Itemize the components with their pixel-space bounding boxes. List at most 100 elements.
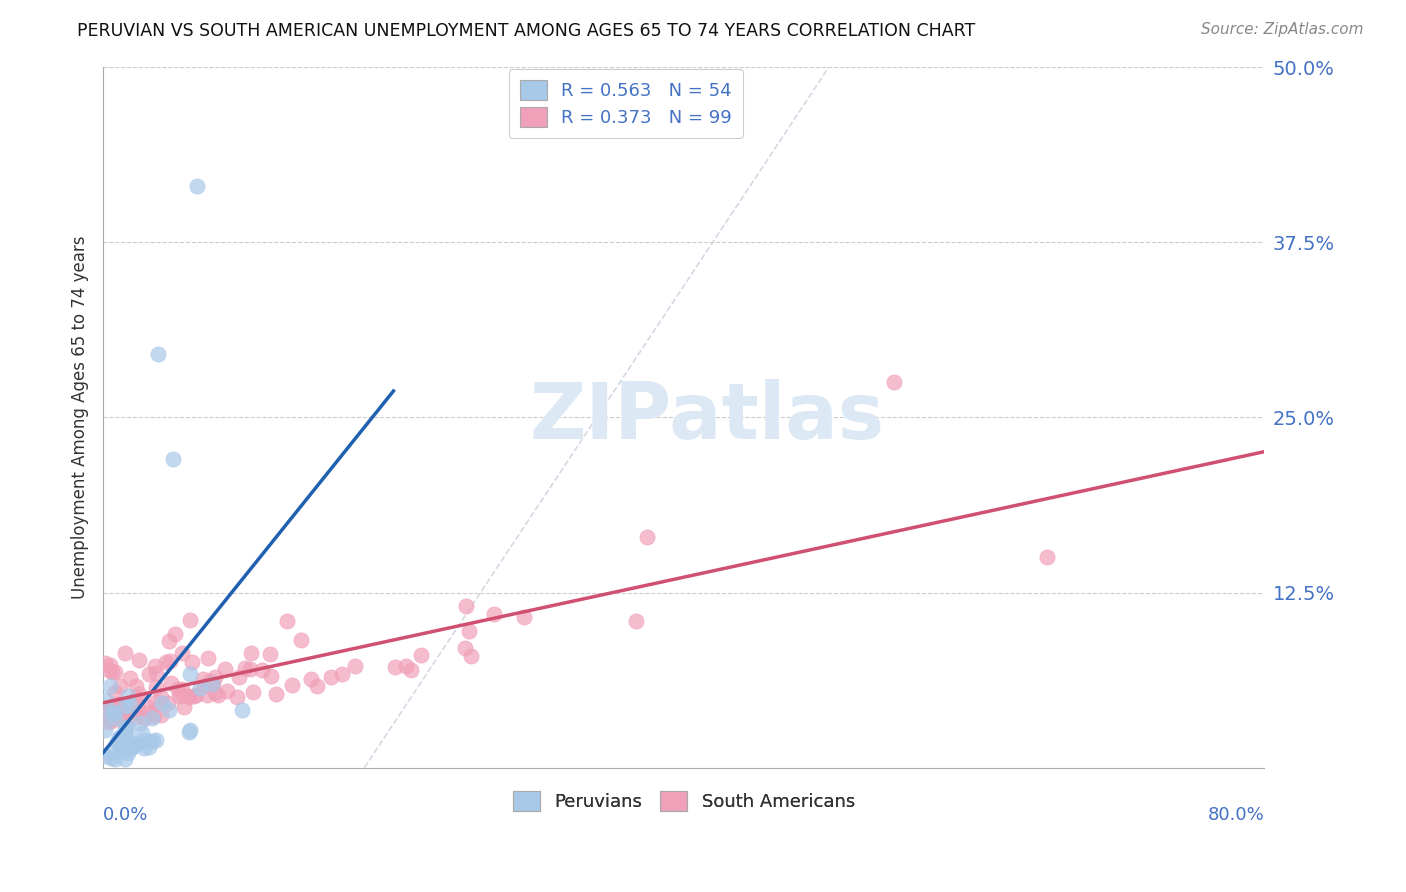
Point xyxy=(117,746,139,760)
Point xyxy=(460,649,482,664)
Y-axis label: Unemployment Among Ages 65 to 74 years: Unemployment Among Ages 65 to 74 years xyxy=(72,235,89,599)
Point xyxy=(250,663,273,677)
Point xyxy=(157,634,180,648)
Point xyxy=(167,681,190,696)
Point xyxy=(201,677,224,691)
Point xyxy=(193,672,215,686)
Point xyxy=(98,658,121,673)
Point xyxy=(159,655,181,669)
Point xyxy=(114,646,136,660)
Point xyxy=(143,658,166,673)
Point xyxy=(100,665,122,680)
Point xyxy=(148,347,170,361)
Point xyxy=(103,699,125,714)
Point xyxy=(120,741,142,756)
Point xyxy=(177,690,200,704)
Point xyxy=(264,688,287,702)
Point xyxy=(132,733,155,747)
Point xyxy=(198,674,221,689)
Point xyxy=(100,714,122,729)
Point xyxy=(482,607,505,621)
Point xyxy=(93,723,115,738)
Point xyxy=(110,707,132,722)
Point xyxy=(124,705,146,719)
Point xyxy=(193,679,215,693)
Point xyxy=(276,614,298,628)
Point xyxy=(239,662,262,676)
Text: 80.0%: 80.0% xyxy=(1208,806,1264,824)
Point xyxy=(160,676,183,690)
Point xyxy=(134,711,156,725)
Point xyxy=(454,641,477,656)
Point xyxy=(204,670,226,684)
Point xyxy=(183,690,205,704)
Point xyxy=(636,529,658,543)
Point xyxy=(179,614,201,628)
Point xyxy=(179,667,201,681)
Text: ZIPatlas: ZIPatlas xyxy=(530,379,884,456)
Point xyxy=(150,707,173,722)
Point xyxy=(121,739,143,754)
Point xyxy=(118,737,141,751)
Point xyxy=(226,690,249,704)
Point xyxy=(115,726,138,740)
Point xyxy=(124,690,146,705)
Point xyxy=(136,700,159,714)
Point xyxy=(150,696,173,710)
Point xyxy=(142,733,165,747)
Point xyxy=(228,669,250,683)
Point xyxy=(231,703,253,717)
Point xyxy=(114,751,136,765)
Point xyxy=(125,737,148,751)
Point xyxy=(103,706,125,720)
Point xyxy=(104,711,127,725)
Point xyxy=(97,708,120,723)
Point xyxy=(101,705,124,719)
Point xyxy=(105,735,128,749)
Point xyxy=(97,714,120,729)
Point xyxy=(104,752,127,766)
Point xyxy=(93,656,115,670)
Point xyxy=(290,632,312,647)
Point xyxy=(215,683,238,698)
Point xyxy=(259,647,281,661)
Point xyxy=(344,659,367,673)
Point xyxy=(108,731,131,745)
Point xyxy=(128,652,150,666)
Point xyxy=(197,651,219,665)
Point xyxy=(112,741,135,756)
Point xyxy=(114,698,136,713)
Point xyxy=(157,696,180,710)
Point xyxy=(259,669,281,683)
Point xyxy=(139,706,162,720)
Point xyxy=(179,723,201,738)
Point xyxy=(94,693,117,707)
Point xyxy=(384,660,406,674)
Point xyxy=(186,179,208,194)
Point xyxy=(145,666,167,681)
Point xyxy=(108,731,131,745)
Point xyxy=(395,658,418,673)
Point xyxy=(454,599,477,613)
Point xyxy=(172,646,194,660)
Point xyxy=(145,733,167,747)
Point xyxy=(125,709,148,723)
Point xyxy=(319,670,342,684)
Point xyxy=(172,688,194,702)
Point xyxy=(281,678,304,692)
Text: PERUVIAN VS SOUTH AMERICAN UNEMPLOYMENT AMONG AGES 65 TO 74 YEARS CORRELATION CH: PERUVIAN VS SOUTH AMERICAN UNEMPLOYMENT … xyxy=(77,22,976,40)
Point xyxy=(204,686,226,700)
Point xyxy=(883,376,905,390)
Point xyxy=(108,679,131,693)
Point xyxy=(195,688,218,702)
Point xyxy=(104,665,127,679)
Point xyxy=(188,681,211,696)
Point xyxy=(107,697,129,711)
Text: 0.0%: 0.0% xyxy=(103,806,149,824)
Point xyxy=(111,714,134,728)
Point xyxy=(233,661,256,675)
Point xyxy=(513,610,536,624)
Point xyxy=(110,741,132,756)
Point xyxy=(242,685,264,699)
Point xyxy=(117,733,139,747)
